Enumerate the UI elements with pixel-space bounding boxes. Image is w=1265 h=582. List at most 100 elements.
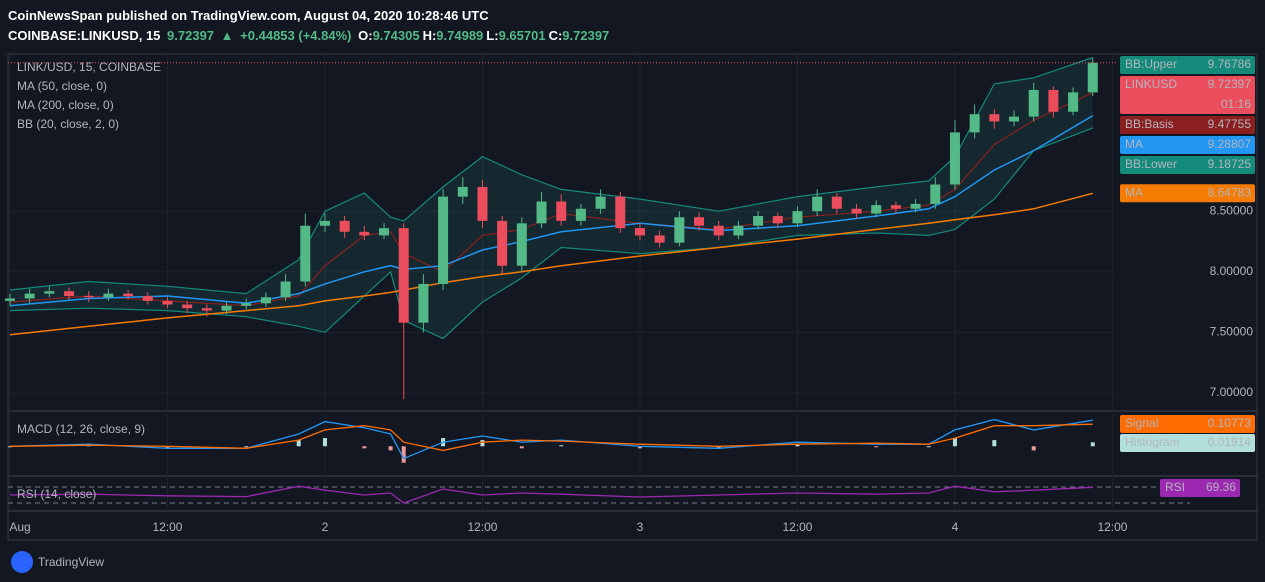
change: +0.44853 (+4.84%): [240, 28, 352, 43]
candle-body: [418, 283, 429, 323]
ohlc-key: L:: [486, 28, 499, 43]
candle-body: [319, 220, 330, 226]
badge-value: 8.64783: [1208, 185, 1252, 199]
candle-body: [949, 132, 960, 185]
badge-label: BB:Basis: [1125, 117, 1174, 131]
candle-body: [83, 296, 94, 298]
candle-body: [241, 303, 252, 306]
pane-legend: MACD (12, 26, close, 9): [17, 422, 145, 436]
plot-frame: [7, 53, 1258, 541]
price-badge: [1120, 184, 1255, 203]
ohlc-value: 9.65701: [498, 28, 546, 43]
legend-entry: MA (200, close, 0): [17, 98, 114, 112]
ohlc-key: O:: [358, 28, 373, 43]
x-tick-label: 12:00: [782, 520, 812, 534]
countdown: 01:16: [1221, 97, 1251, 111]
pane-legend: RSI (14, close): [17, 487, 96, 501]
x-tick-label: Aug: [9, 520, 30, 534]
symbol-line: COINBASE:LINKUSD, 15 9.72397 ▲ +0.44853 …: [8, 26, 612, 46]
badge-label: BB:Lower: [1125, 157, 1177, 171]
price-badge: [1160, 479, 1240, 497]
candle-body: [536, 201, 547, 224]
histogram-bar: [388, 446, 393, 451]
x-tick-label: 4: [952, 520, 959, 534]
histogram-bar: [362, 446, 367, 449]
candle-body: [280, 281, 291, 298]
x-tick-label: 12:00: [467, 520, 497, 534]
bb-line: [9, 56, 1093, 295]
bb-line: [9, 127, 1094, 340]
candle-body: [772, 216, 783, 224]
candle-body: [615, 196, 626, 229]
histogram-bar: [244, 446, 249, 448]
badge-label: LINKUSD: [1125, 77, 1177, 91]
candle-body: [831, 196, 842, 209]
badge-value: 9.47755: [1208, 117, 1252, 131]
price-badge: [1120, 434, 1255, 452]
candle-body: [300, 225, 311, 282]
candle-body: [674, 217, 685, 243]
badge-value: 9.28807: [1208, 137, 1252, 151]
candle-body: [103, 293, 114, 298]
histogram-bar: [559, 445, 564, 447]
candle-body: [910, 203, 921, 209]
signal-line: [9, 423, 1093, 452]
y-tick-label: 7.50000: [1210, 325, 1254, 339]
last-price: 9.72397: [167, 28, 215, 43]
badge-label: Signal: [1125, 416, 1158, 430]
badge-value: 9.18725: [1208, 157, 1252, 171]
candle-body: [1009, 116, 1020, 122]
candle-body: [930, 184, 941, 204]
candle-body: [359, 231, 370, 236]
ohlc-value: 9.74305: [372, 28, 420, 43]
candle-body: [477, 186, 488, 221]
price-badge: [1120, 56, 1255, 74]
candle-body: [398, 228, 409, 323]
logo-icon: [11, 551, 33, 573]
candle-body: [634, 228, 645, 236]
header: CoinNewsSpan published on TradingView.co…: [8, 6, 612, 46]
histogram-bar: [165, 446, 170, 449]
x-tick-label: 2: [322, 520, 329, 534]
candle-body: [142, 296, 153, 301]
badge-label: RSI: [1165, 480, 1185, 494]
histogram-bar: [637, 446, 642, 449]
legend-entry: LINK/USD, 15, COINBASE: [17, 60, 161, 74]
x-tick-label: 12:00: [152, 520, 182, 534]
candle-body: [733, 225, 744, 236]
candle-body: [221, 305, 232, 311]
candle-body: [812, 196, 823, 212]
badge-value: 9.76786: [1208, 57, 1252, 71]
y-tick-label: 7.00000: [1210, 385, 1254, 399]
price-badge: [1120, 156, 1255, 174]
candle-body: [123, 293, 134, 297]
badge-label: BB:Upper: [1125, 57, 1177, 71]
histogram-bar: [716, 446, 721, 449]
candle-body: [162, 300, 173, 305]
candle-body: [654, 235, 665, 243]
y-tick-label: 8.50000: [1210, 203, 1254, 217]
arrow: ▲: [220, 28, 234, 43]
legend-entry: BB (20, close, 2, 0): [17, 117, 119, 131]
legend-entry: MA (50, close, 0): [17, 79, 107, 93]
x-tick-label: 12:00: [1097, 520, 1127, 534]
candle-body: [871, 205, 882, 214]
candle-body: [497, 220, 508, 266]
candle-body: [339, 220, 350, 232]
histogram-bar: [401, 446, 406, 463]
candle-body: [4, 298, 15, 301]
candle-body: [556, 201, 567, 221]
candle-body: [516, 223, 527, 266]
ohlc-key: C:: [548, 28, 563, 43]
histogram-bar: [322, 438, 327, 447]
candle-body: [1068, 92, 1079, 112]
candle-body: [753, 216, 764, 226]
publisher: CoinNewsSpan published on TradingView.co…: [8, 8, 489, 23]
badge-label: MA: [1125, 185, 1143, 199]
histogram-bar: [519, 446, 524, 449]
candle-body: [1048, 89, 1059, 112]
histogram-bar: [480, 440, 485, 447]
candle-body: [969, 114, 980, 133]
